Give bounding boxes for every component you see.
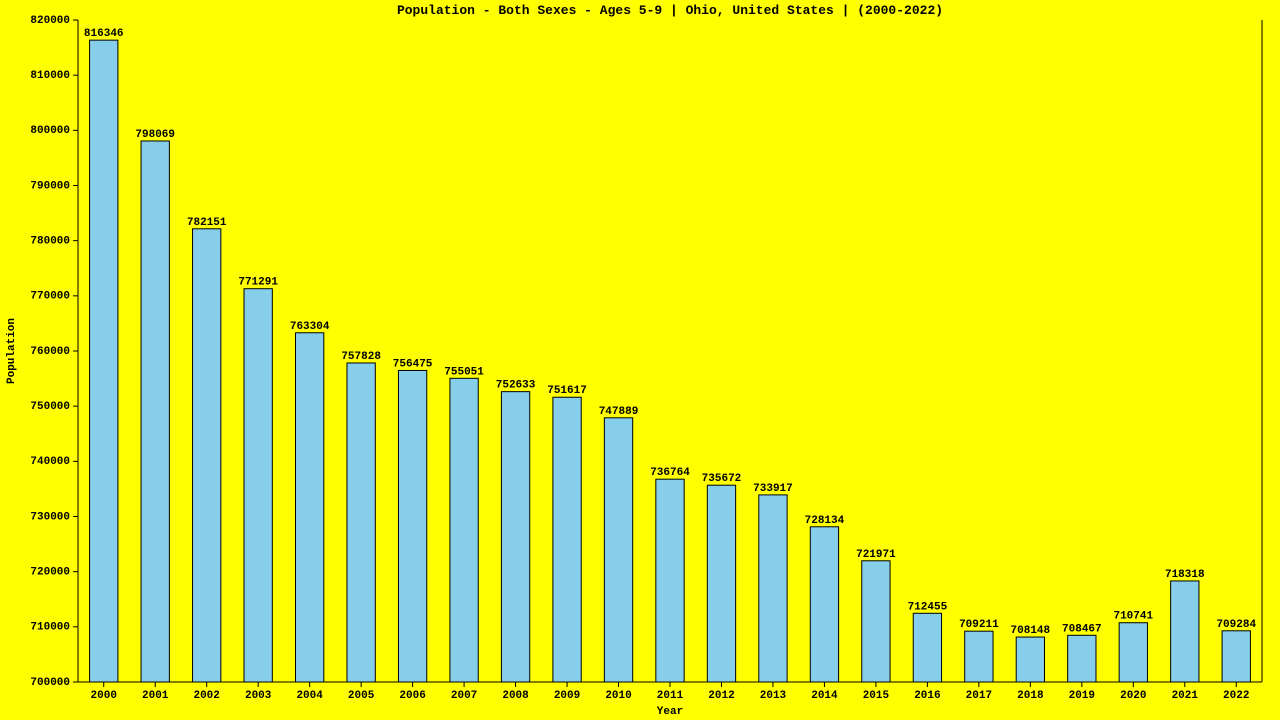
bar	[501, 392, 529, 682]
bar-value-label: 709284	[1216, 619, 1256, 631]
bar-value-label: 712455	[908, 601, 948, 613]
x-tick-label: 2021	[1172, 690, 1199, 702]
chart-background	[0, 0, 1280, 720]
bar	[90, 40, 118, 682]
bar-value-label: 710741	[1113, 611, 1153, 623]
x-tick-label: 2007	[451, 690, 477, 702]
bar	[141, 141, 169, 682]
bar-value-label: 721971	[856, 549, 896, 561]
bar-value-label: 736764	[650, 467, 690, 479]
x-tick-label: 2003	[245, 690, 272, 702]
bar	[1016, 637, 1044, 682]
y-tick-label: 810000	[30, 70, 70, 82]
bar	[862, 561, 890, 682]
bar	[553, 397, 581, 682]
bar-value-label: 747889	[599, 406, 639, 418]
y-tick-label: 760000	[30, 346, 70, 358]
bar	[913, 613, 941, 682]
bar-value-label: 708148	[1011, 625, 1051, 637]
bar-value-label: 816346	[84, 28, 124, 40]
population-bar-chart: 700000 710000 720000 730000 740000 750000 7600…	[0, 0, 1280, 720]
x-tick-label: 2005	[348, 690, 375, 702]
bar-value-label: 752633	[496, 380, 536, 392]
x-axis-label: Year	[657, 706, 683, 718]
bar	[965, 631, 993, 682]
x-tick-label: 2001	[142, 690, 169, 702]
x-tick-label: 2016	[914, 690, 940, 702]
bar	[810, 527, 838, 682]
bar	[347, 363, 375, 682]
bar-value-label: 709211	[959, 619, 999, 631]
x-tick-label: 2020	[1120, 690, 1146, 702]
x-tick-label: 2009	[554, 690, 580, 702]
bar-value-label: 718318	[1165, 569, 1205, 581]
x-tick-label: 2004	[296, 690, 323, 702]
chart-title: Population - Both Sexes - Ages 5-9 | Ohi…	[397, 3, 943, 18]
y-tick-label: 730000	[30, 511, 70, 523]
x-tick-label: 2012	[708, 690, 734, 702]
x-tick-label: 2014	[811, 690, 838, 702]
bar	[398, 370, 426, 682]
x-tick-label: 2017	[966, 690, 992, 702]
y-tick-label: 720000	[30, 567, 70, 579]
y-tick-label: 780000	[30, 236, 70, 248]
y-tick-label: 750000	[30, 401, 70, 413]
x-tick-label: 2015	[863, 690, 890, 702]
y-tick-label: 790000	[30, 180, 70, 192]
x-tick-label: 2019	[1069, 690, 1095, 702]
y-tick-label: 820000	[30, 15, 70, 27]
bar	[604, 418, 632, 682]
x-tick-label: 2010	[605, 690, 631, 702]
bar	[707, 485, 735, 682]
x-tick-label: 2013	[760, 690, 787, 702]
bar-value-label: 756475	[393, 358, 433, 370]
x-tick-label: 2002	[193, 690, 219, 702]
bar	[244, 289, 272, 682]
x-tick-label: 2008	[502, 690, 529, 702]
bar-value-label: 771291	[238, 277, 278, 289]
bar	[193, 229, 221, 682]
bar	[759, 495, 787, 682]
y-tick-label: 740000	[30, 456, 70, 468]
x-tick-label: 2006	[399, 690, 425, 702]
y-tick-label: 700000	[30, 677, 70, 689]
bar-value-label: 708467	[1062, 623, 1102, 635]
x-tick-label: 2022	[1223, 690, 1249, 702]
bar-value-label: 755051	[444, 366, 484, 378]
bar	[1068, 635, 1096, 682]
bar-value-label: 757828	[341, 351, 381, 363]
x-tick-label: 2018	[1017, 690, 1044, 702]
bar	[295, 333, 323, 682]
y-tick-label: 800000	[30, 125, 70, 137]
bar-value-label: 782151	[187, 217, 227, 229]
bar	[656, 479, 684, 682]
x-tick-label: 2000	[91, 690, 117, 702]
x-tick-label: 2011	[657, 690, 684, 702]
bar	[450, 378, 478, 682]
y-tick-label: 770000	[30, 291, 70, 303]
y-axis-label: Population	[6, 318, 18, 384]
bar-value-label: 735672	[702, 473, 742, 485]
bar-value-label: 763304	[290, 321, 330, 333]
bar-value-label: 733917	[753, 483, 793, 495]
bar-value-label: 728134	[805, 515, 845, 527]
chart-svg: 700000 710000 720000 730000 740000 750000 7600…	[0, 0, 1280, 720]
y-tick-label: 710000	[30, 622, 70, 634]
bar	[1171, 581, 1199, 682]
bar	[1119, 623, 1147, 682]
bar	[1222, 631, 1250, 682]
bar-value-label: 751617	[547, 385, 587, 397]
bar-value-label: 798069	[135, 129, 175, 141]
